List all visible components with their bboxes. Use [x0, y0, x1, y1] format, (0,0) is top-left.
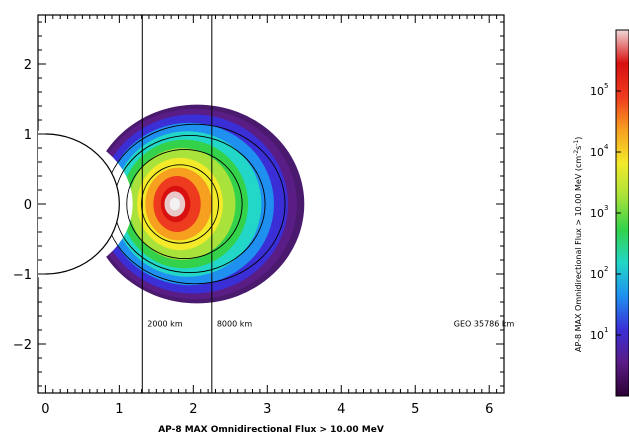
- colorbar-tick-label: 10: [590, 146, 604, 159]
- x-axis: 0 1 2 3 4 5 6: [41, 15, 505, 417]
- reference-lines: 2000 km 8000 km GEO 35786 km: [141, 15, 515, 393]
- colorbar-tick-exponent: 5: [604, 82, 608, 90]
- y-axis: −2 −1 0 1 2: [13, 21, 504, 387]
- y-tick-label: 0: [24, 198, 32, 213]
- x-tick-label: 2: [189, 402, 197, 417]
- flux-peak-core: [169, 197, 181, 211]
- contour-line: [126, 148, 243, 260]
- colorbar-tick-exponent: 1: [604, 326, 608, 334]
- reference-line-label: 2000 km: [147, 320, 183, 329]
- x-tick-label: 0: [41, 402, 49, 417]
- x-tick-label: 5: [411, 402, 419, 417]
- x-axis-title: AP-8 MAX Omnidirectional Flux > 10.00 Me…: [158, 425, 384, 435]
- colorbar-title: AP-8 MAX Omnidirectional Flux > 10.00 Me…: [573, 137, 583, 352]
- reference-line-label: 8000 km: [217, 320, 253, 329]
- x-tick-label: 6: [485, 402, 493, 417]
- y-tick-label: 1: [24, 128, 32, 143]
- colorbar-tick-label: 10: [590, 207, 604, 220]
- colorbar-tick-label: 10: [590, 85, 604, 98]
- contour-line: [141, 164, 219, 244]
- x-tick-label: 1: [115, 402, 123, 417]
- y-tick-label: −1: [13, 268, 32, 283]
- flux-map: [38, 104, 305, 304]
- x-tick-label: 4: [337, 402, 345, 417]
- colorbar-tick-label: 10: [590, 329, 604, 342]
- y-tick-label: 2: [24, 58, 32, 73]
- contour-lines: [104, 123, 286, 285]
- y-tick-label: −2: [13, 338, 32, 353]
- colorbar-tick-exponent: 2: [604, 265, 608, 273]
- x-tick-label: 3: [263, 402, 271, 417]
- colorbar-tick-exponent: 4: [604, 143, 609, 151]
- earth-circle: [45, 133, 120, 275]
- colorbar-tick-label: 10: [590, 268, 604, 281]
- colorbar-tick-exponent: 3: [604, 204, 608, 212]
- reference-line-label: GEO 35786 km: [454, 320, 515, 329]
- earth-outline: [45, 133, 120, 275]
- plot-area: 2000 km 8000 km GEO 35786 km 0 1 2 3 4 5 6 −2 −1 0…: [13, 14, 515, 417]
